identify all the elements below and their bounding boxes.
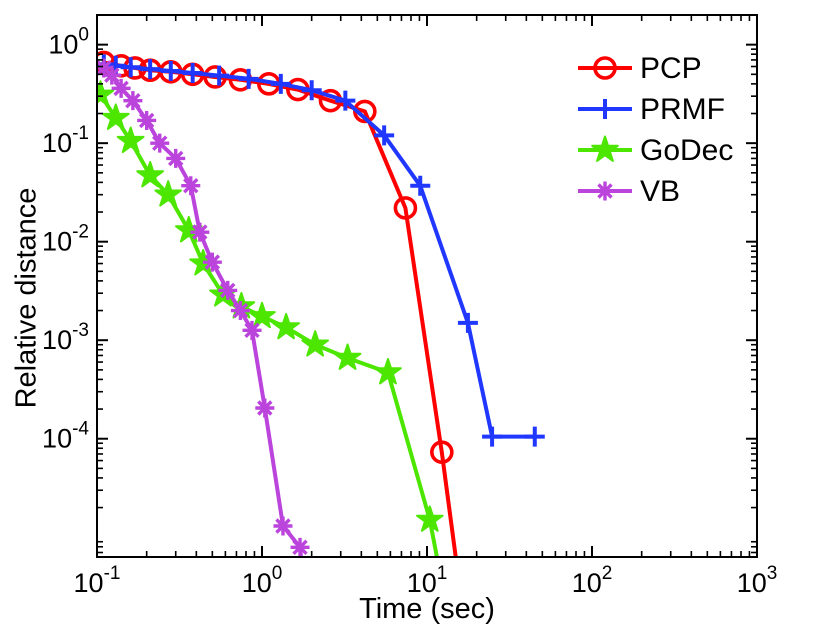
marker-asterisk-VB [150,133,170,153]
marker-plus-PRMF [410,175,431,196]
marker-circle-PCP [393,196,418,220]
marker-asterisk-VB [123,91,143,111]
x-tick-label: 101 [407,563,448,598]
marker-star-GoDec [116,126,145,153]
marker-star-GoDec [301,330,329,357]
legend-label-PRMF: PRMF [640,93,725,126]
marker-asterisk-VB [290,537,310,557]
marker-plus-PRMF [457,312,478,333]
marker-circle-PCP [430,440,454,464]
marker-plus-PRMF [160,61,181,82]
legend-label-GoDec: GoDec [640,134,733,167]
marker-asterisk-VB [111,78,131,98]
marker-plus-legend-PRMF [595,99,615,119]
marker-plus-PRMF [120,57,141,78]
marker-plus-PRMF [238,68,259,89]
marker-star-GoDec [136,161,164,188]
marker-asterisk-VB [166,148,186,168]
x-tick-label: 100 [242,563,283,598]
marker-plus-PRMF [335,90,356,111]
marker-asterisk-VB [230,301,250,321]
marker-asterisk-VB [181,176,201,196]
marker-plus-PRMF [182,63,203,84]
legend-label-PCP: PCP [640,52,702,85]
marker-star-GoDec [374,358,402,385]
y-axis-title: Relative distance [10,187,43,409]
x-tick-label: 10-1 [74,563,121,598]
marker-plus-PRMF [374,125,395,146]
minor-ticks [97,15,757,557]
y-tick-label: 10-4 [42,419,89,454]
marker-asterisk-VB [242,320,262,340]
marker-asterisk-VB [97,58,114,78]
marker-plus-PRMF [301,80,322,101]
marker-circle-legend-PCP [593,56,617,80]
marker-asterisk-VB [137,110,157,130]
marker-star-GoDec [154,180,182,207]
y-tick-label: 10-2 [42,222,89,257]
y-tick-label: 10-1 [42,123,89,158]
marker-asterisk-VB [102,65,122,85]
x-tick-label: 102 [572,563,613,598]
marker-star-GoDec [416,505,444,532]
x-tick-label: 103 [737,563,778,598]
major-ticks [96,15,758,557]
marker-asterisk-VB [202,252,222,272]
marker-asterisk-VB [190,222,210,242]
marker-asterisk-legend-VB [595,181,615,201]
marker-asterisk-VB [255,398,275,418]
marker-plus-PRMF [209,65,230,86]
marker-plus-PRMF [270,73,291,94]
marker-plus-PRMF [140,59,161,80]
series-VB [97,58,310,557]
marker-star-GoDec [97,80,115,107]
x-axis-title: Time (sec) [359,593,495,625]
y-tick-label: 10-3 [42,320,89,355]
marker-plus-PRMF [482,426,503,447]
marker-plus-PRMF [524,426,545,447]
marker-star-GoDec [272,312,300,340]
marker-star-legend-GoDec [591,135,619,162]
legend: PCP PRMF GoDec VB [578,52,733,208]
marker-star-GoDec [102,103,130,130]
legend-label-VB: VB [640,175,680,208]
series-PRMF [97,54,545,447]
y-tick-label: 100 [48,25,89,60]
marker-asterisk-VB [218,280,238,300]
marker-asterisk-VB [273,516,293,536]
marker-star-GoDec [333,343,362,370]
series-layer [97,50,545,557]
marker-star-GoDec [248,301,276,329]
